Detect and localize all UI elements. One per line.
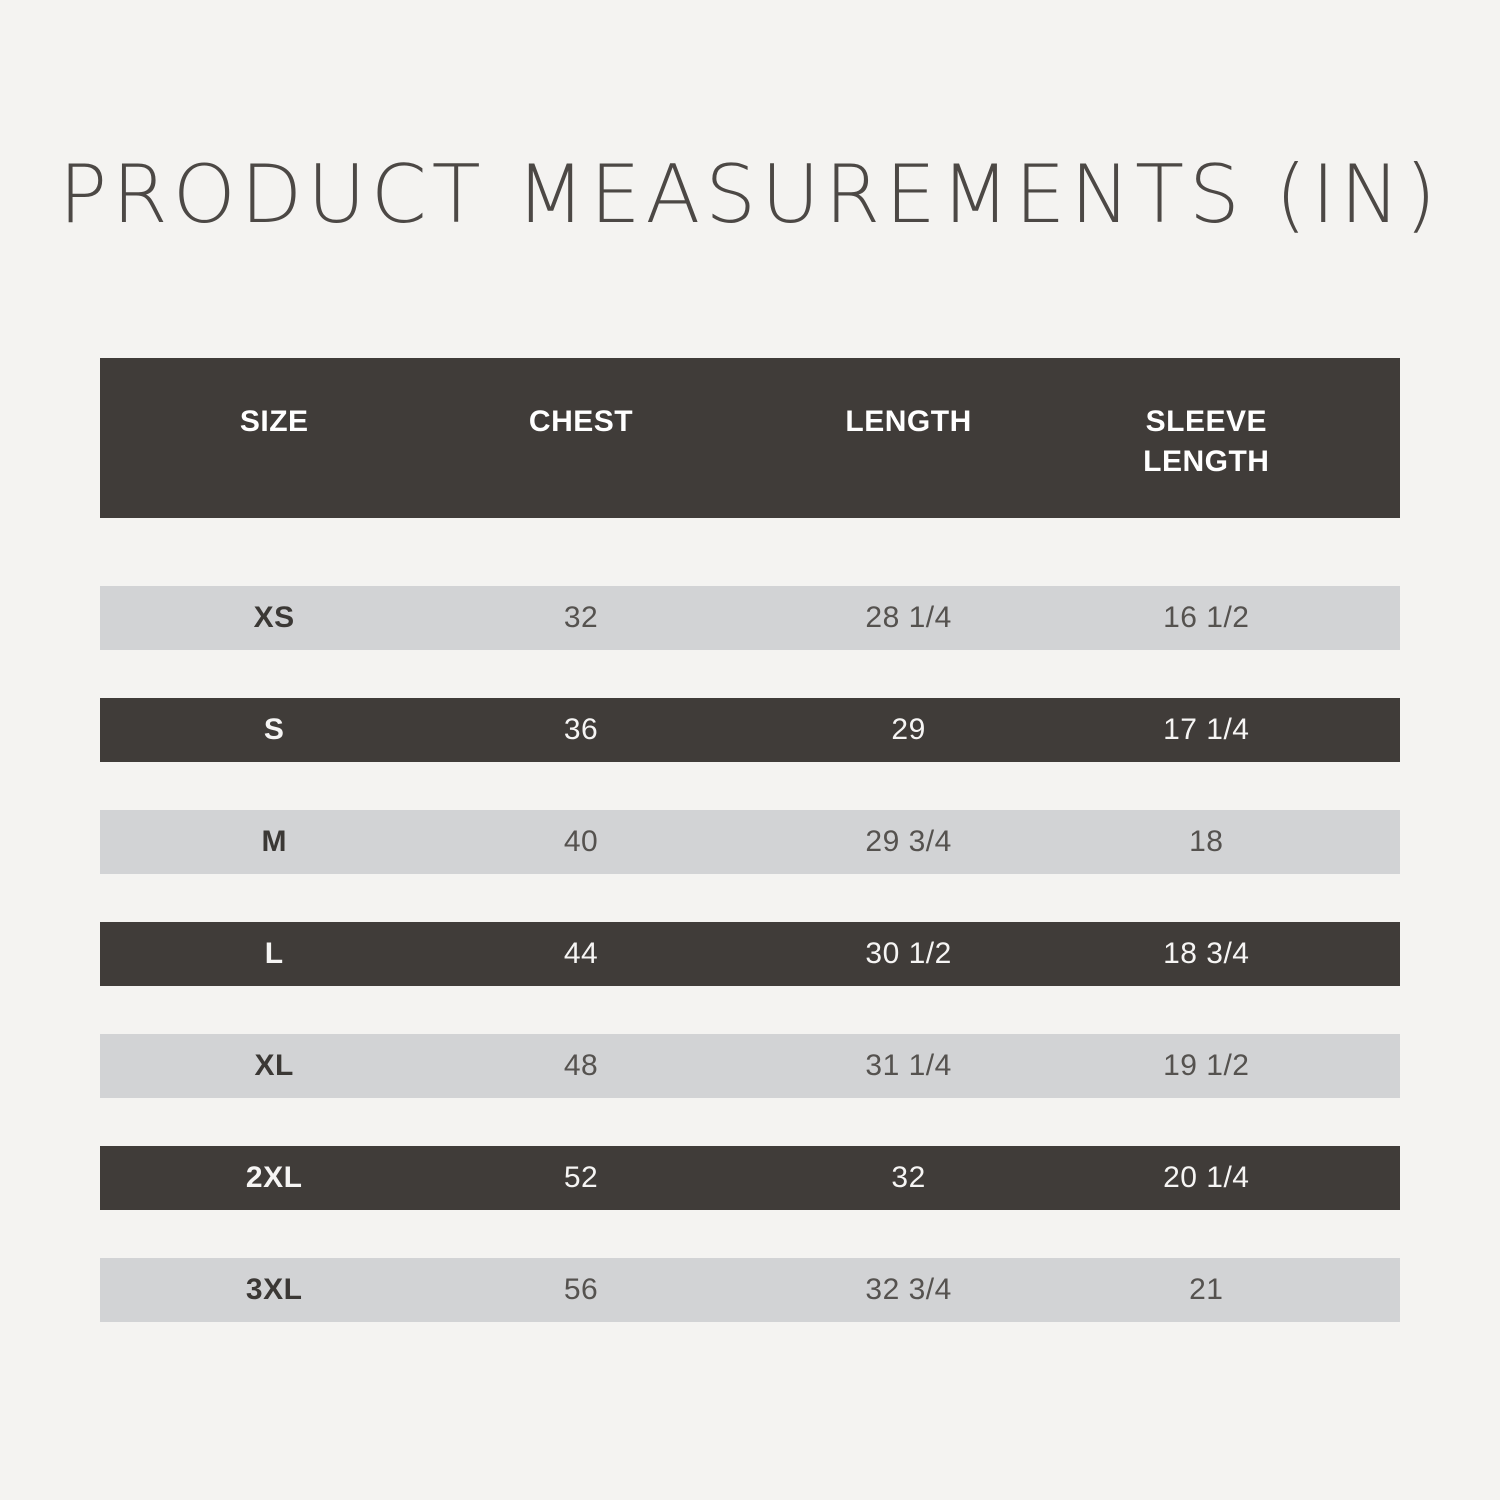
table-row-l: L 44 30 1/2 18 3/4 — [100, 922, 1400, 986]
length-cell: 30 1/2 — [865, 937, 952, 970]
length-cell: 32 — [891, 1161, 926, 1194]
chest-cell: 52 — [563, 1161, 599, 1194]
table-row-s: S 36 29 17 1/4 — [100, 698, 1400, 762]
table-row-xl: XL 48 31 1/4 19 1/2 — [100, 1034, 1400, 1098]
table-row-m: M 40 29 3/4 18 — [100, 810, 1400, 874]
table-header-row: SIZE CHEST LENGTH SLEEVE LENGTH — [100, 358, 1400, 518]
column-header-size: SIZE — [239, 405, 309, 438]
size-cell: XS — [253, 601, 295, 634]
chest-cell: 56 — [563, 1273, 599, 1306]
column-header-sleeve-length: SLEEVE LENGTH — [1143, 405, 1270, 478]
column-header-length: LENGTH — [845, 405, 972, 438]
chest-cell: 36 — [563, 713, 599, 746]
sleeve-length-cell: 17 1/4 — [1163, 713, 1250, 746]
sleeve-length-cell: 21 — [1189, 1273, 1224, 1306]
size-cell: XL — [254, 1049, 294, 1082]
size-cell: M — [261, 825, 287, 858]
table-row-3xl: 3XL 56 32 3/4 21 — [100, 1258, 1400, 1322]
length-cell: 32 3/4 — [865, 1273, 952, 1306]
chest-cell: 48 — [563, 1049, 599, 1082]
size-cell: 2XL — [245, 1161, 303, 1194]
chest-cell: 40 — [563, 825, 599, 858]
sleeve-length-cell: 19 1/2 — [1163, 1049, 1250, 1082]
table-row-2xl: 2XL 52 32 20 1/4 — [100, 1146, 1400, 1210]
sleeve-length-cell: 20 1/4 — [1163, 1161, 1250, 1194]
length-cell: 29 3/4 — [865, 825, 952, 858]
sleeve-length-cell: 18 3/4 — [1163, 937, 1250, 970]
column-header-chest: CHEST — [528, 405, 634, 438]
length-cell: 29 — [891, 713, 926, 746]
chest-cell: 44 — [563, 937, 599, 970]
size-cell: S — [263, 713, 285, 746]
sleeve-length-cell: 18 — [1189, 825, 1224, 858]
page-title: PRODUCT MEASUREMENTS (IN) — [58, 148, 1442, 241]
length-cell: 31 1/4 — [865, 1049, 952, 1082]
table-row-xs: XS 32 28 1/4 16 1/2 — [100, 586, 1400, 650]
size-chart-table: SIZE CHEST LENGTH SLEEVE LENGTH XS 32 28… — [100, 358, 1400, 1322]
length-cell: 28 1/4 — [865, 601, 952, 634]
size-cell: 3XL — [245, 1273, 303, 1306]
sleeve-length-cell: 16 1/2 — [1163, 601, 1250, 634]
chest-cell: 32 — [563, 601, 599, 634]
size-cell: L — [264, 937, 284, 970]
